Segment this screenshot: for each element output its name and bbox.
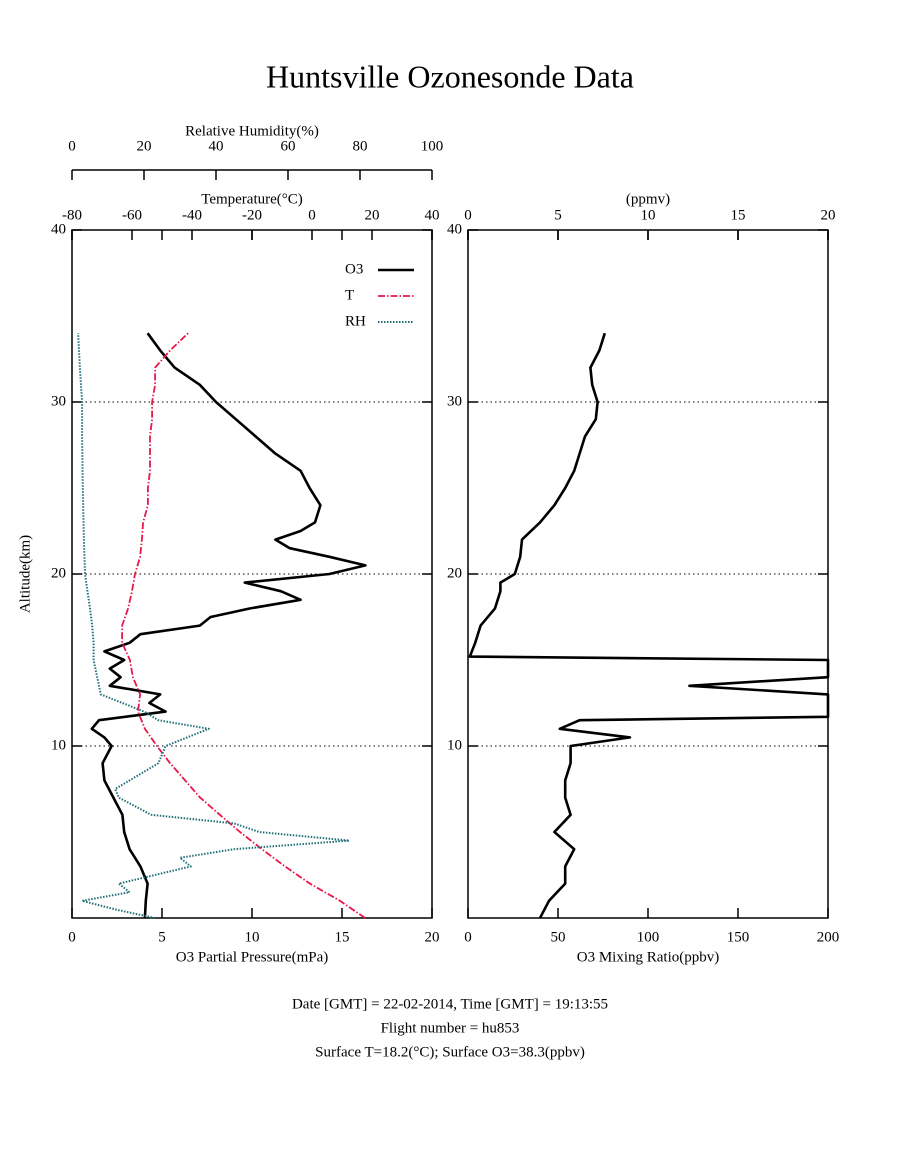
x-tick-label: 0 <box>464 929 472 945</box>
x-tick-label: 10 <box>641 207 656 223</box>
series-line <box>468 332 830 919</box>
x-tick-label: 20 <box>425 929 440 945</box>
x-tick-label: 5 <box>554 207 562 223</box>
y-tick-label: 30 <box>51 393 66 409</box>
x-tick-label: 60 <box>281 138 296 154</box>
y-tick-label: 10 <box>51 737 66 753</box>
x-tick-label: 0 <box>68 929 76 945</box>
x-tick-label: 15 <box>731 207 746 223</box>
x-tick-label: 200 <box>817 929 840 945</box>
series-line <box>90 332 367 919</box>
y-axis-label: Altitude(km) <box>17 535 33 613</box>
x-tick-label: 20 <box>365 207 380 223</box>
x-tick-label: 40 <box>209 138 224 154</box>
x-tick-label: 100 <box>637 929 660 945</box>
x-tick-label: 0 <box>308 207 316 223</box>
x-tick-label: 150 <box>727 929 750 945</box>
y-tick-label: 40 <box>447 221 462 237</box>
x-tick-label: -40 <box>182 207 202 223</box>
x-tick-label: -60 <box>122 207 142 223</box>
series-line <box>77 333 351 919</box>
x-axis-label: O3 Partial Pressure(mPa) <box>176 949 328 965</box>
legend-label: T <box>345 287 354 303</box>
footer-line: Date [GMT] = 22-02-2014, Time [GMT] = 19… <box>292 996 608 1012</box>
x-tick-label: 0 <box>68 138 76 154</box>
legend-label: O3 <box>345 261 363 277</box>
x-axis-label: O3 Mixing Ratio(ppbv) <box>577 949 720 965</box>
y-tick-label: 10 <box>447 737 462 753</box>
footer-line: Surface T=18.2(°C); Surface O3=38.3(ppbv… <box>315 1044 585 1060</box>
x-tick-label: 20 <box>821 207 836 223</box>
x-tick-label: -80 <box>62 207 82 223</box>
y-tick-label: 30 <box>447 393 462 409</box>
x-tick-label: 40 <box>425 207 440 223</box>
x-axis-label: Relative Humidity(%) <box>185 123 319 139</box>
x-axis-label: Temperature(°C) <box>201 191 303 207</box>
x-tick-label: 80 <box>353 138 368 154</box>
y-tick-label: 40 <box>51 221 66 237</box>
x-tick-label: 10 <box>245 929 260 945</box>
x-tick-label: 15 <box>335 929 350 945</box>
y-tick-label: 20 <box>447 565 462 581</box>
x-tick-label: 20 <box>137 138 152 154</box>
x-tick-label: 50 <box>551 929 566 945</box>
legend-label: RH <box>345 313 366 329</box>
x-tick-label: 0 <box>464 207 472 223</box>
chart-title: Huntsville Ozonesonde Data <box>266 58 634 94</box>
y-tick-label: 20 <box>51 565 66 581</box>
x-tick-label: 100 <box>421 138 444 154</box>
series-line <box>121 332 366 919</box>
x-tick-label: -20 <box>242 207 262 223</box>
footer-line: Flight number = hu853 <box>381 1020 520 1036</box>
x-axis-label: (ppmv) <box>626 191 670 207</box>
x-tick-label: 5 <box>158 929 166 945</box>
